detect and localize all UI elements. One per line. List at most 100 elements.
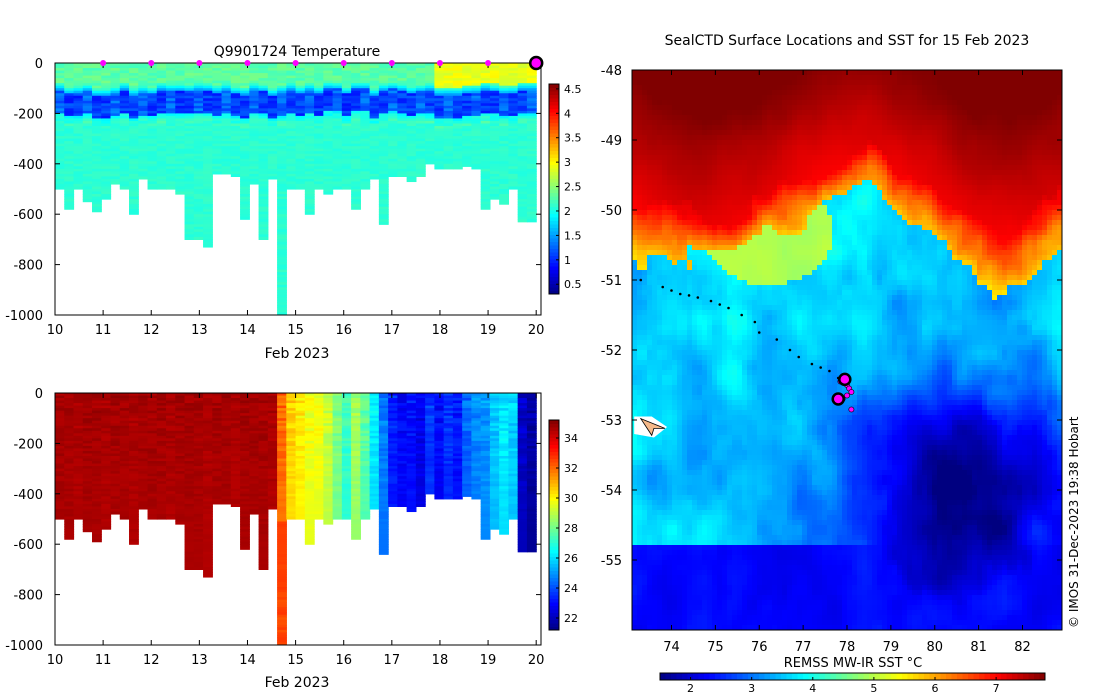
salinity-cell	[351, 503, 361, 507]
salinity-cell	[277, 571, 287, 576]
temperature-cell	[175, 136, 186, 140]
temperature-cell	[184, 78, 195, 82]
temperature-cell	[240, 196, 250, 200]
salinity-cell	[101, 450, 112, 455]
temperature-cell	[489, 80, 500, 84]
temperature-cell	[499, 171, 510, 175]
salinity-cell	[369, 488, 380, 492]
salinity-cell	[92, 445, 102, 450]
salinity-cell	[203, 554, 213, 558]
salinity-cell	[175, 440, 186, 444]
salinity-cell	[212, 445, 223, 450]
temperature-cell	[277, 80, 287, 84]
temperature-cell	[73, 151, 84, 155]
temperature-cell	[258, 163, 269, 167]
salinity-cell	[304, 478, 315, 482]
salinity-cell	[304, 476, 315, 480]
salinity-cell	[378, 468, 389, 472]
temperature-cell	[332, 93, 343, 97]
salinity-cell	[138, 400, 149, 404]
temperature-cell	[295, 115, 306, 120]
colorbar-swatch	[549, 252, 559, 256]
salinity-cell	[295, 476, 306, 480]
salinity-cell	[323, 398, 334, 402]
salinity-cell	[129, 453, 139, 457]
temperature-cell	[489, 105, 500, 109]
salinity-cell	[55, 456, 65, 460]
salinity-cell	[110, 488, 121, 492]
salinity-cell	[397, 463, 408, 467]
temperature-cell	[119, 70, 130, 74]
temperature-cell	[471, 90, 482, 94]
temperature-cell	[397, 146, 408, 150]
salinity-cell	[295, 453, 306, 457]
salinity-cell	[258, 443, 269, 447]
temperature-cell	[156, 68, 167, 72]
salinity-cell	[101, 410, 112, 414]
salinity-cell	[203, 529, 213, 533]
temperature-cell	[119, 176, 130, 180]
temperature-cell	[240, 146, 250, 150]
temperature-cell	[369, 128, 380, 132]
temperature-cell	[240, 166, 250, 170]
temperature-cell	[499, 163, 510, 167]
temperature-cell	[341, 181, 352, 185]
salinity-cell	[258, 403, 269, 407]
temperature-cell	[138, 73, 149, 77]
temperature-cell	[443, 100, 454, 104]
temperature-cell	[443, 113, 454, 117]
salinity-cell	[212, 403, 223, 407]
temperature-cell	[64, 186, 75, 190]
temperature-cell	[397, 80, 408, 84]
salinity-cell	[295, 408, 306, 412]
temperature-cell	[341, 176, 352, 180]
temperature-cell	[184, 123, 195, 127]
salinity-cell	[295, 493, 306, 497]
salinity-cell	[193, 466, 204, 470]
salinity-cell	[295, 450, 306, 455]
salinity-cell	[388, 461, 398, 465]
salinity-cell	[378, 471, 389, 475]
salinity-cell	[249, 471, 260, 475]
temperature-cell	[55, 73, 65, 77]
salinity-cell	[64, 410, 75, 414]
salinity-cell	[175, 486, 186, 490]
temperature-cell	[119, 133, 130, 137]
salinity-cell	[138, 448, 149, 452]
salinity-cell	[295, 463, 306, 467]
temperature-cell	[286, 65, 297, 69]
temperature-cell	[82, 131, 93, 135]
salinity-cell	[147, 506, 158, 510]
temperature-cell	[258, 131, 269, 135]
salinity-cell	[64, 428, 75, 432]
temperature-cell	[378, 123, 389, 127]
salinity-cell	[267, 463, 278, 467]
temperature-cell	[480, 173, 491, 177]
salinity-cell	[184, 496, 195, 500]
temperature-cell	[452, 138, 463, 142]
salinity-cell	[55, 481, 65, 485]
temperature-cell	[249, 166, 260, 170]
temperature-cell	[304, 120, 315, 125]
temperature-cell	[415, 166, 426, 170]
salinity-cell	[378, 400, 389, 404]
salinity-cell	[184, 481, 195, 485]
temperature-cell	[193, 100, 204, 104]
salinity-cell	[156, 493, 167, 497]
salinity-cell	[397, 471, 408, 475]
salinity-cell	[166, 498, 176, 502]
temperature-cell	[332, 161, 343, 165]
temperature-cell	[267, 141, 278, 145]
temperature-cell	[406, 108, 417, 112]
temperature-cell	[110, 158, 121, 162]
temperature-cell	[258, 68, 269, 72]
salinity-cell	[258, 463, 269, 467]
salinity-cell	[147, 501, 158, 505]
salinity-cell	[304, 513, 315, 518]
salinity-cell	[110, 486, 121, 490]
temperature-cell	[397, 128, 408, 132]
temperature-cell	[332, 80, 343, 84]
temperature-cell	[119, 90, 130, 94]
temperature-cell	[92, 90, 102, 94]
salinity-cell	[203, 435, 213, 439]
